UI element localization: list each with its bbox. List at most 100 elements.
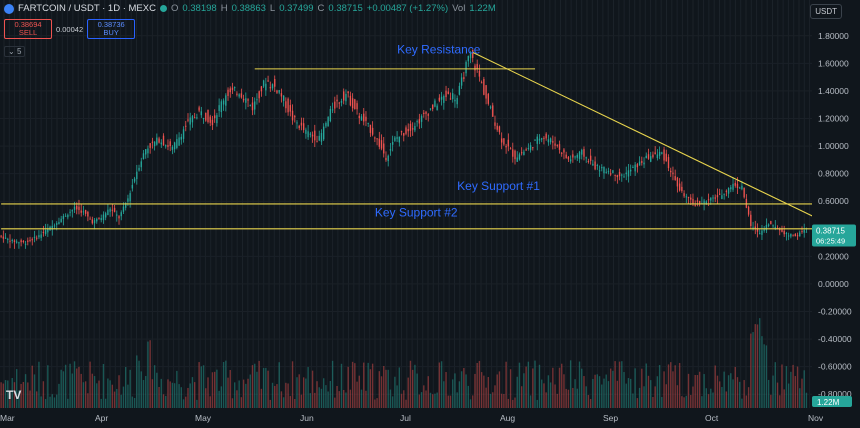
volume-bar xyxy=(792,364,794,408)
volume-bar xyxy=(242,379,245,408)
candle-body xyxy=(494,122,496,126)
candle-body xyxy=(189,117,191,125)
symbol-title[interactable]: FARTCOIN / USDT · 1D · MEXC xyxy=(18,3,156,14)
candle-body xyxy=(436,105,438,111)
volume-bar xyxy=(558,367,561,408)
buy-button[interactable]: 0.38736 BUY xyxy=(87,19,136,39)
volume-bar xyxy=(182,399,185,408)
volume-bar xyxy=(347,366,349,408)
coin-logo-icon xyxy=(4,3,14,14)
annotation-label: Key Support #2 xyxy=(375,205,458,219)
candle-body xyxy=(420,116,423,122)
volume-bar xyxy=(316,381,318,408)
price-axis-bg xyxy=(812,0,860,428)
volume-bar xyxy=(783,389,785,408)
volume-bar xyxy=(189,383,191,408)
volume-bar xyxy=(205,388,207,408)
volume-bar xyxy=(396,385,398,408)
candle-body xyxy=(256,99,258,101)
annotation-label: Key Support #1 xyxy=(457,179,540,193)
volume-bar xyxy=(520,386,523,408)
volume-bar xyxy=(763,344,765,408)
tradingview-logo-icon[interactable]: TV xyxy=(6,388,22,402)
candle-body xyxy=(238,94,240,97)
candle-body xyxy=(763,229,765,231)
volume-bar xyxy=(234,382,236,408)
close-label: C xyxy=(317,3,325,14)
volume-bar xyxy=(53,397,56,408)
candle-body xyxy=(434,100,436,107)
candle-body xyxy=(725,190,728,192)
volume-bar xyxy=(741,398,743,408)
volume-bar xyxy=(503,394,505,408)
symbol-header: FARTCOIN / USDT · 1D · MEXC O 0.38198 H 0.… xyxy=(4,3,496,14)
volume-bar xyxy=(64,364,67,408)
candle-body xyxy=(796,235,799,237)
volume-bar xyxy=(436,392,438,408)
volume-bar xyxy=(222,362,225,408)
candle-body xyxy=(783,230,785,235)
volume-bar xyxy=(456,392,458,408)
volume-bar xyxy=(2,383,5,408)
candle-body xyxy=(772,225,774,227)
volume-bar xyxy=(340,363,343,408)
volume-bar xyxy=(698,371,701,408)
candle-body xyxy=(403,133,405,136)
candle-body xyxy=(349,95,352,106)
candle-body xyxy=(647,154,650,159)
candle-body xyxy=(672,172,674,175)
volume-bar xyxy=(0,382,2,408)
volume-bar xyxy=(216,369,218,408)
candle-body xyxy=(767,224,770,226)
volume-bar xyxy=(69,363,71,408)
indicators-toggle[interactable]: ⌄ 5 xyxy=(4,46,26,57)
volume-bar xyxy=(180,387,182,408)
candle-body xyxy=(623,176,625,178)
volume-bar xyxy=(29,390,31,408)
candle-body xyxy=(799,232,801,237)
candle-body xyxy=(674,176,676,180)
volume-bar xyxy=(420,392,423,408)
sell-button[interactable]: 0.38694 SELL xyxy=(4,19,52,39)
candle-body xyxy=(801,231,803,233)
volume-bar xyxy=(625,383,627,408)
candle-body xyxy=(681,186,683,192)
candle-body xyxy=(478,70,481,77)
candle-body xyxy=(645,155,647,158)
candle-body xyxy=(443,95,445,103)
time-axis[interactable]: Mar Apr May Jun Jul Aug Sep Oct Nov xyxy=(0,413,824,423)
candle-body xyxy=(714,197,716,199)
volume-bar xyxy=(483,375,485,408)
volume-bar xyxy=(498,371,501,408)
volume-bar xyxy=(496,374,498,408)
candle-body xyxy=(185,125,187,127)
volume-bar xyxy=(692,386,694,408)
candle-body xyxy=(609,173,612,175)
price-axis[interactable]: 1.80000 1.60000 1.40000 1.20000 1.00000 0.800… xyxy=(812,0,860,428)
volume-bar xyxy=(196,399,198,408)
volume-bar xyxy=(211,372,214,408)
candle-body xyxy=(225,95,227,106)
volume-bar xyxy=(358,375,360,408)
candle-body xyxy=(129,193,131,202)
candle-body xyxy=(572,154,574,158)
volume-bar xyxy=(360,389,363,408)
candle-body xyxy=(385,157,387,161)
volume-bar xyxy=(300,394,303,408)
volume-bar xyxy=(91,373,94,408)
volume-bar xyxy=(487,376,490,408)
volume-bar xyxy=(153,365,156,408)
candle-body xyxy=(278,90,280,93)
candle-body xyxy=(247,99,249,101)
volume-bar xyxy=(311,370,314,408)
volume-bar xyxy=(282,397,285,408)
volume-bar xyxy=(122,386,125,408)
volume-bar xyxy=(363,362,365,408)
currency-button[interactable]: USDT xyxy=(810,4,842,19)
volume-bar xyxy=(147,341,149,408)
candle-body xyxy=(71,210,73,212)
close-value: 0.38715 xyxy=(328,3,363,14)
level-line xyxy=(472,51,814,217)
volume-bar xyxy=(701,396,703,408)
